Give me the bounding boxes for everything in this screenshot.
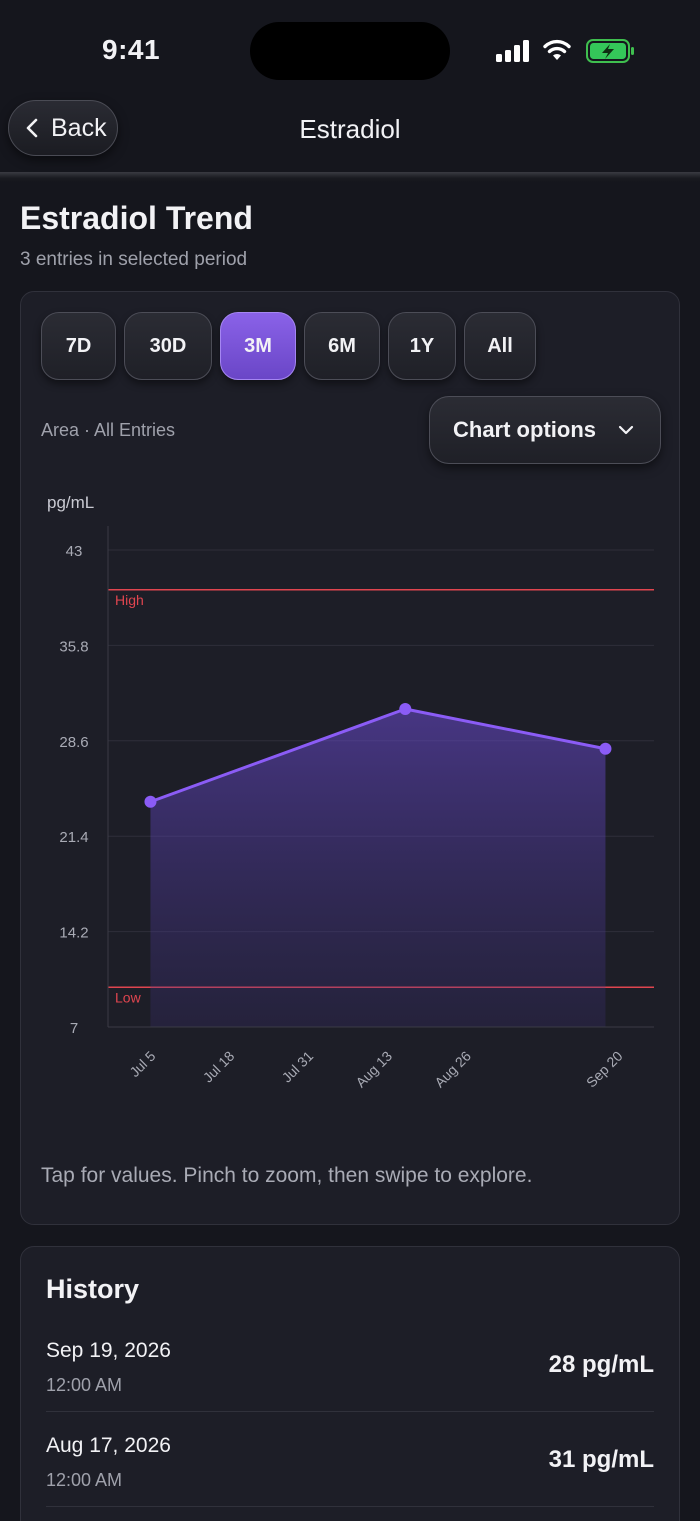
page-subtitle: 3 entries in selected period — [20, 249, 248, 270]
page-title: Estradiol Trend — [20, 200, 253, 236]
y-tick-label: 28.6 — [59, 734, 88, 751]
range-label: 30D — [149, 334, 187, 357]
chart-options-button[interactable]: Chart options — [429, 396, 661, 464]
y-tick-label: 43 — [66, 543, 83, 560]
data-point — [144, 795, 157, 808]
range-label: 3M — [244, 334, 272, 357]
battery-charging-icon — [586, 39, 634, 63]
range-button-all[interactable]: All — [464, 312, 536, 380]
range-button-6m[interactable]: 6M — [304, 312, 380, 380]
x-tick-label: Jul 5 — [126, 1048, 158, 1080]
chart-hint: Tap for values. Pinch to zoom, then swip… — [41, 1164, 533, 1187]
entry-time: 12:00 AM — [46, 1470, 123, 1490]
x-tick-label: Jul 31 — [279, 1048, 317, 1086]
entry-time: 12:00 AM — [46, 1375, 123, 1395]
entry-value: 28 pg/mL — [548, 1351, 654, 1378]
estradiol-area-chart[interactable]: pg/mL High Low 43 35.8 28.6 21.4 14.2 7 Jul 5 Ju… — [21, 292, 679, 1152]
chart-options-label: Chart options — [453, 417, 596, 442]
nav-bar: Back Estradiol — [0, 100, 700, 174]
x-tick-label: Jul 18 — [200, 1048, 238, 1086]
status-time: 9:41 — [102, 34, 161, 65]
status-bar: 9:41 — [0, 0, 700, 100]
range-button-30d[interactable]: 30D — [124, 312, 212, 380]
history-title: History — [46, 1274, 140, 1304]
entry-date: Sep 19, 2026 — [46, 1339, 171, 1362]
x-tick-label: Aug 26 — [431, 1048, 474, 1091]
chart-mode-label: Area · All Entries — [41, 420, 176, 440]
reference-label-low: Low — [115, 989, 142, 1005]
history-row[interactable]: Aug 17, 2026 12:00 AM 31 pg/mL — [46, 1434, 654, 1521]
chevron-left-icon — [26, 118, 38, 138]
data-point — [599, 742, 612, 755]
nav-title: Estradiol — [299, 114, 401, 144]
entry-date: Aug 17, 2026 — [46, 1434, 171, 1457]
row-divider — [46, 1411, 654, 1412]
y-tick-label: 35.8 — [59, 638, 88, 655]
range-button-7d[interactable]: 7D — [41, 312, 116, 380]
reference-label-high: High — [115, 592, 144, 608]
range-button-3m[interactable]: 3M — [220, 312, 296, 380]
x-tick-label: Aug 13 — [352, 1048, 395, 1091]
y-tick-label: 14.2 — [59, 925, 88, 942]
range-label: 6M — [328, 334, 356, 357]
y-tick-label: 21.4 — [59, 829, 88, 846]
range-label: All — [487, 334, 513, 357]
range-selector: 7D 30D 3M 6M 1Y All — [41, 312, 536, 380]
nav-divider — [0, 172, 700, 182]
history-card: History Sep 19, 2026 12:00 AM 28 pg/mL A… — [20, 1246, 680, 1521]
signal-icon — [496, 40, 529, 62]
history-row[interactable]: Sep 19, 2026 12:00 AM 28 pg/mL — [46, 1339, 654, 1434]
back-button[interactable]: Back — [8, 100, 118, 156]
back-label: Back — [51, 113, 107, 142]
y-tick-label: 7 — [70, 1020, 78, 1037]
row-divider — [46, 1506, 654, 1507]
dynamic-island — [250, 22, 450, 80]
area-fill — [150, 709, 606, 1027]
range-button-1y[interactable]: 1Y — [388, 312, 456, 380]
y-axis-label: pg/mL — [47, 493, 94, 512]
chevron-down-icon — [618, 425, 634, 435]
range-label: 7D — [65, 334, 92, 357]
range-label: 1Y — [409, 334, 435, 357]
wifi-icon — [543, 39, 571, 60]
chart-card: 7D 30D 3M 6M 1Y All Area · All Entries C… — [20, 291, 680, 1225]
data-point — [399, 703, 412, 715]
entry-value: 31 pg/mL — [548, 1446, 654, 1473]
x-tick-label: Sep 20 — [583, 1048, 626, 1091]
